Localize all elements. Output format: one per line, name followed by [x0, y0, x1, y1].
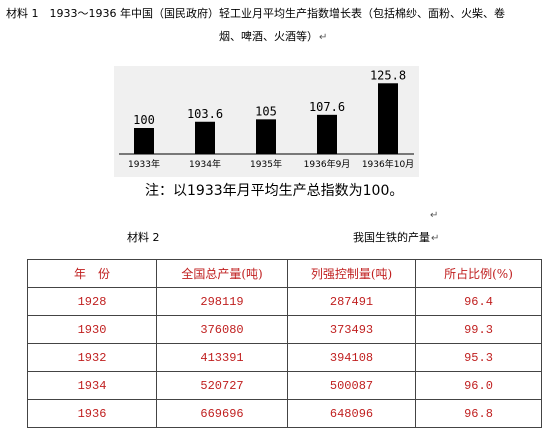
table-row: 1928 298119 287491 96.4: [27, 287, 542, 316]
x-tick-label: 1933年: [128, 158, 160, 170]
table-cell: 298119: [156, 287, 288, 316]
table-cell: 1932: [27, 343, 157, 372]
table-cell: 648096: [287, 399, 416, 428]
table-header-row: 年 份全国总产量(吨) 列强控制量(吨) 所占比例(%): [27, 259, 542, 288]
x-tick-label: 1934年: [189, 158, 221, 170]
bar-chart: 100 1933年 103.6 1934年 105 1935年 107.6 1936年9月 12…: [119, 68, 414, 170]
bar-value-label: 125.8: [370, 68, 406, 82]
x-tick-label: 1936年9月: [304, 158, 351, 170]
x-tick-label: 1935年: [250, 158, 282, 170]
table-cell: 669696: [156, 399, 288, 428]
table-row: 1934 520727 500087 96.0: [27, 371, 542, 400]
paragraph-mark-icon: ↵: [430, 210, 439, 221]
chart-note: 注：以1933年月平均生产总指数为100。: [145, 183, 404, 199]
table-cell: 1934: [27, 371, 157, 400]
table-cell: 96.0: [415, 371, 542, 400]
material1-heading-continued: 烟、啤酒、火酒等）↵: [219, 28, 327, 44]
bar: [134, 128, 154, 154]
bar-value-label: 103.6: [187, 107, 223, 121]
column-header: 列强控制量(吨): [287, 259, 416, 288]
table-cell: 95.3: [415, 343, 542, 372]
bar-value-label: 107.6: [309, 100, 345, 114]
paragraph-mark-icon: ↵: [431, 233, 440, 244]
table-cell: 394108: [287, 343, 416, 372]
table-cell: 520727: [156, 371, 288, 400]
table-cell: 373493: [287, 315, 416, 344]
table-cell: 1930: [27, 315, 157, 344]
material1-heading-continued-text: 烟、啤酒、火酒等）: [219, 30, 318, 43]
bar: [195, 121, 215, 154]
paragraph-mark-icon: ↵: [319, 32, 328, 43]
table-body: 1928 298119 287491 96.4 1930 376080 373493 99.3…: [27, 287, 542, 428]
bar: [378, 83, 398, 154]
bar-value-label: 100: [133, 113, 155, 127]
table-cell: 96.4: [415, 287, 542, 316]
material2-title: 我国生铁的产量↵: [353, 229, 439, 245]
table-cell: 1928: [27, 287, 157, 316]
table-cell: 376080: [156, 315, 288, 344]
table-cell: 99.3: [415, 315, 542, 344]
table-cell: 413391: [156, 343, 288, 372]
table-cell: 500087: [287, 371, 416, 400]
table-row: 1932 413391 394108 95.3: [27, 343, 542, 372]
x-tick-label: 1936年10月: [362, 158, 414, 170]
table-cell: 287491: [287, 287, 416, 316]
material2-title-text: 我国生铁的产量: [353, 231, 430, 244]
table-cell: 1936: [27, 399, 157, 428]
table-cell: 96.8: [415, 399, 542, 428]
material1-heading-text: 材料 1 1933～1936 年中国（国民政府）轻工业月平均生产指数增长表（包括…: [6, 7, 505, 20]
material1-heading: 材料 1 1933～1936 年中国（国民政府）轻工业月平均生产指数增长表（包括…: [6, 5, 505, 21]
bar-value-label: 105: [255, 104, 277, 118]
column-header: 年 份: [27, 259, 157, 288]
column-header: 所占比例(%): [415, 259, 542, 288]
table-row: 1930 376080 373493 99.3: [27, 315, 542, 344]
column-header: 全国总产量(吨): [156, 259, 288, 288]
pig-iron-table: 年 份全国总产量(吨) 列强控制量(吨) 所占比例(%) 1928 298119 287…: [27, 259, 542, 428]
table-row: 1936 669696 648096 96.8: [27, 399, 542, 428]
bar: [317, 114, 337, 154]
bar: [256, 119, 276, 154]
material2-label: 材料 2: [127, 231, 160, 244]
